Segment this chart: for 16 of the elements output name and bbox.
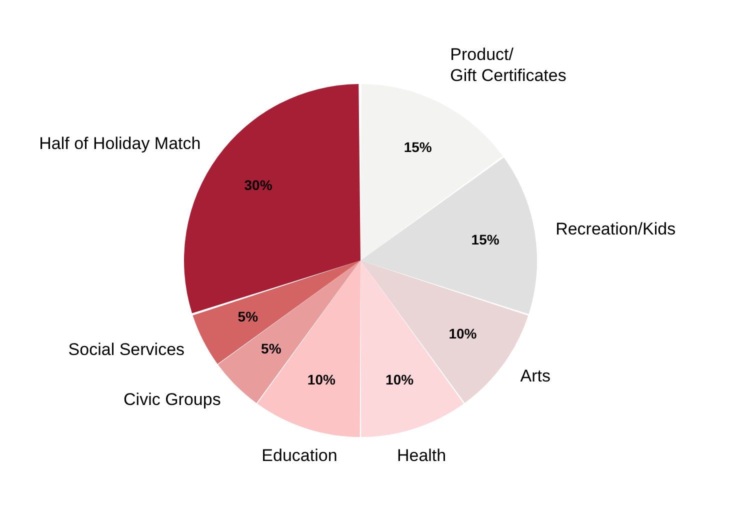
slice-label: Recreation/Kids <box>556 219 676 238</box>
slice-label: Health <box>396 446 446 466</box>
data-label: 15% <box>404 138 432 155</box>
slice-label: Social Services <box>68 340 185 359</box>
data-label: 5% <box>261 340 282 357</box>
data-label: 15% <box>471 232 500 248</box>
slice-label: Arts <box>520 366 551 386</box>
data-label: 10% <box>448 326 478 342</box>
slice-label: Civic Groups <box>124 390 221 409</box>
data-label: 5% <box>238 308 259 325</box>
data-label: 30% <box>244 177 273 194</box>
data-label: 10% <box>386 372 414 388</box>
slice-label: Product/ Gift Certificates <box>450 45 566 86</box>
slice-label: Education <box>262 446 338 466</box>
slice-label: Half of Holiday Match <box>39 134 201 154</box>
data-label: 10% <box>307 372 336 388</box>
